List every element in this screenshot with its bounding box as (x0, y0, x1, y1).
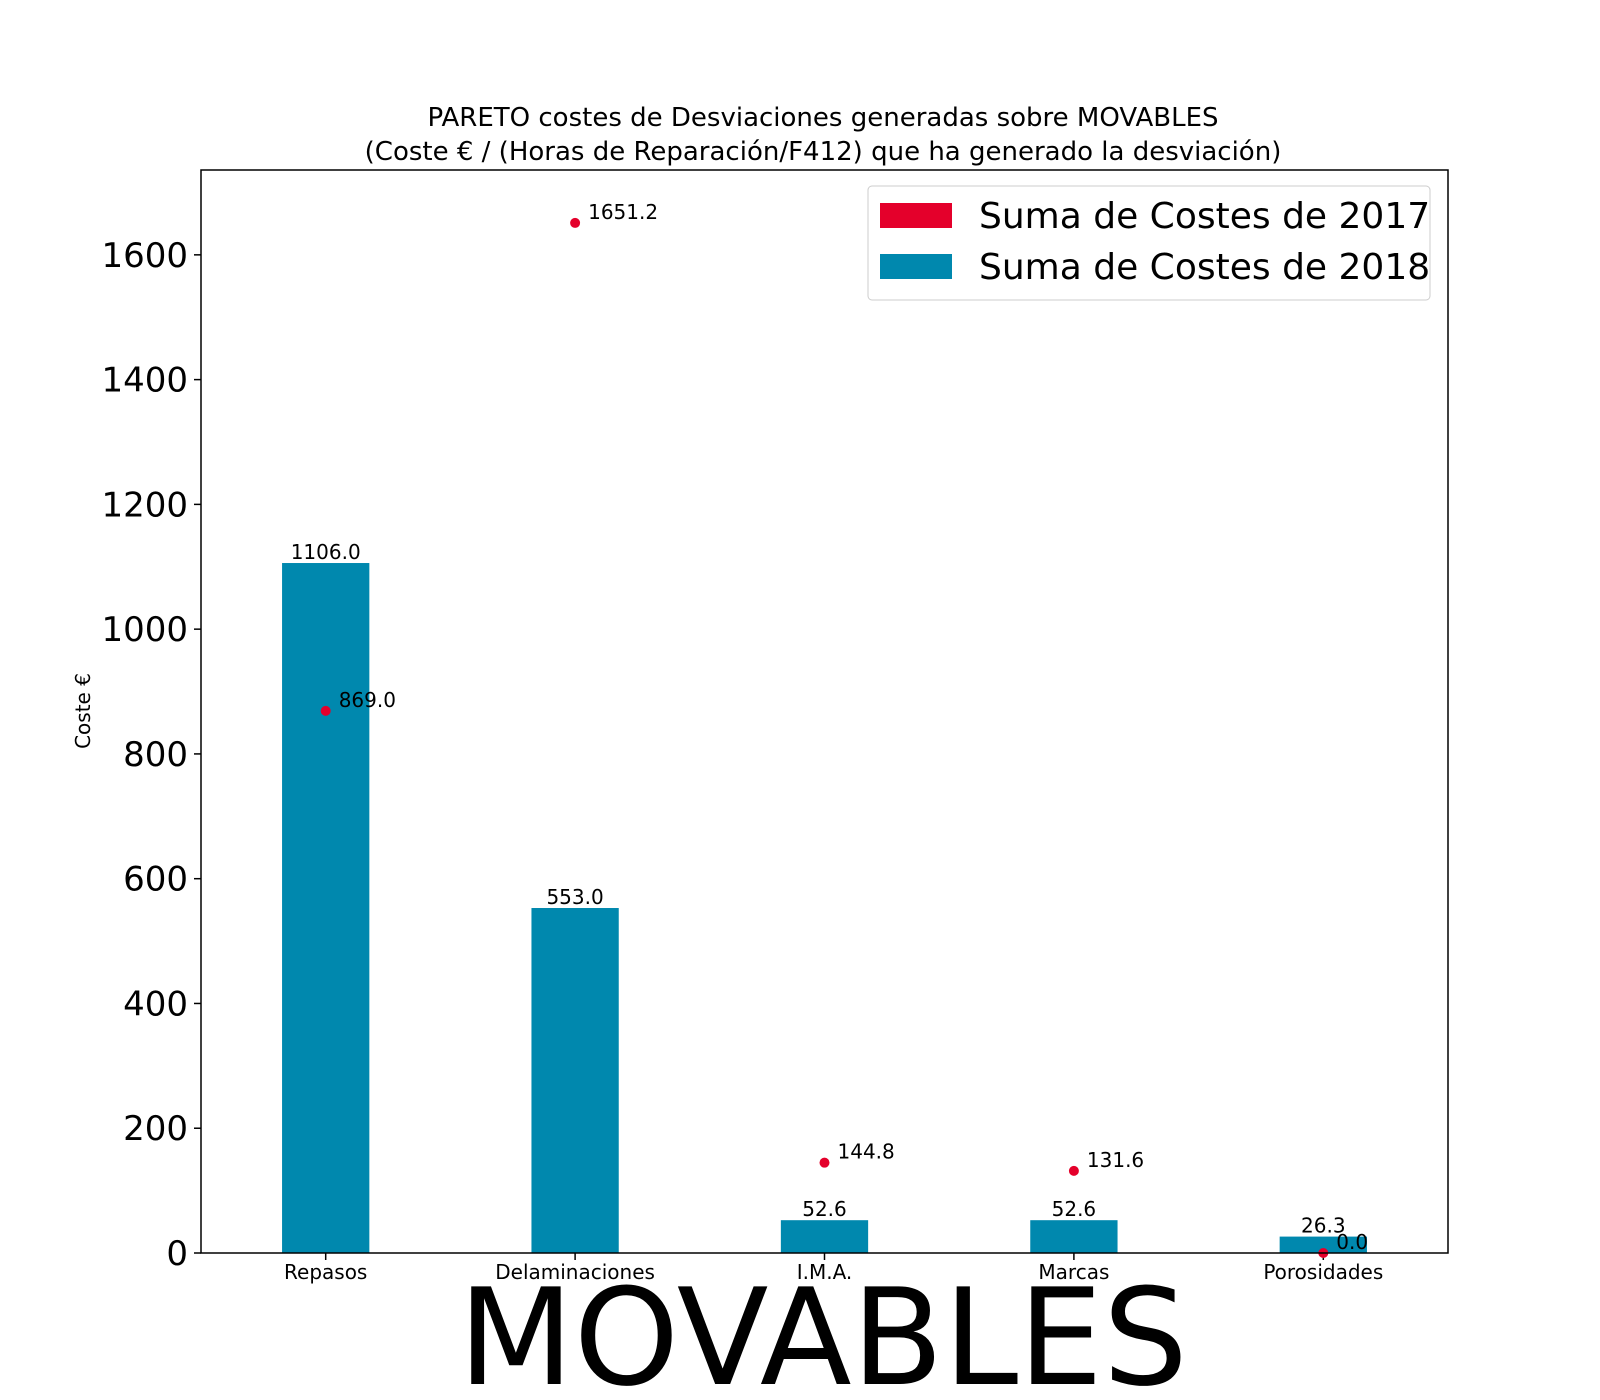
plot-area: 0 200 400 600 800 1000 1200 1400 1600 1106.0 Repas… (101, 200, 1383, 1284)
y-tick-label: 0 (166, 1234, 188, 1274)
bar-value-label: 26.3 (1301, 1214, 1346, 1238)
point-value-label: 869.0 (339, 688, 396, 712)
bar-value-label: 1106.0 (291, 540, 361, 564)
legend-frame (867, 185, 1431, 301)
x-tick-label: Marcas (1038, 1260, 1109, 1284)
bar (1279, 1236, 1367, 1253)
point-value-label: 144.8 (838, 1140, 895, 1164)
legend-swatch-2018 (880, 254, 952, 279)
y-axis-label: Coste € (71, 673, 95, 749)
point-value-label: 1651.2 (588, 200, 658, 224)
chart-title-line1: PARETO costes de Desviaciones generadas … (427, 103, 1218, 133)
legend: Suma de Costes de 2017 Suma de Costes de… (867, 185, 1431, 301)
data-point (1068, 1165, 1079, 1176)
y-tick-label: 1000 (101, 610, 188, 650)
x-axis-label: MOVABLES (458, 1260, 1188, 1400)
point-value-label: 0.0 (1336, 1230, 1368, 1254)
y-tick-label: 1200 (101, 485, 188, 525)
bar-value-label: 553.0 (546, 885, 603, 909)
chart-title-line2: (Coste € / (Horas de Reparación/F412) qu… (365, 137, 1282, 167)
data-point (320, 705, 331, 716)
bar-value-label: 52.6 (1052, 1197, 1097, 1221)
legend-swatch-2017 (880, 203, 952, 228)
legend-label-2018: Suma de Costes de 2018 (979, 247, 1430, 288)
x-tick-label: Porosidades (1263, 1260, 1383, 1284)
point-value-label: 131.6 (1087, 1148, 1144, 1172)
bar-value-label: 52.6 (802, 1197, 847, 1221)
y-tick-label: 200 (123, 1109, 188, 1149)
y-tick-label: 600 (123, 860, 188, 900)
bar (531, 908, 619, 1253)
data-point (819, 1157, 830, 1168)
x-tick-label: I.M.A. (797, 1260, 853, 1284)
y-tick-label: 400 (123, 984, 188, 1024)
data-point (570, 217, 581, 228)
x-tick-label: Delaminaciones (495, 1260, 655, 1284)
y-tick-label: 1400 (101, 361, 188, 401)
y-tick-label: 800 (123, 735, 188, 775)
axes-frame (200, 169, 1449, 1254)
bar (780, 1220, 869, 1253)
legend-label-2017: Suma de Costes de 2017 (979, 196, 1430, 237)
bar (282, 563, 370, 1253)
bar (1030, 1220, 1118, 1253)
y-tick-label: 1600 (101, 236, 188, 276)
x-tick-label: Repasos (284, 1260, 367, 1284)
